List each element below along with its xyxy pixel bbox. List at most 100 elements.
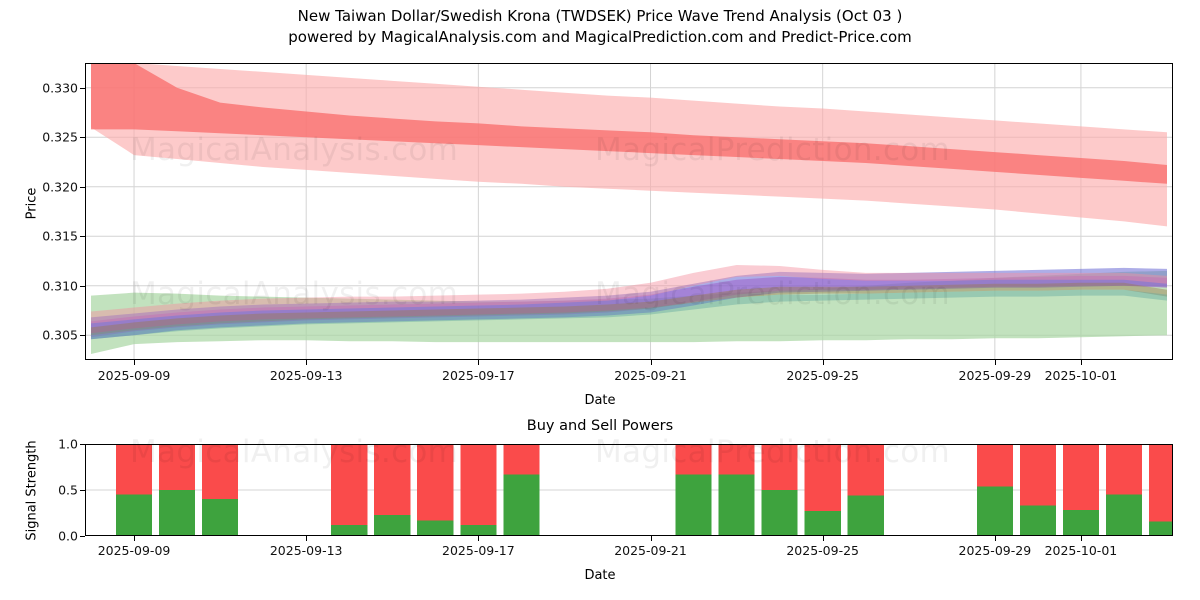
signal-x-tick-label: 2025-09-17 (442, 543, 515, 558)
signal-x-axis-label: Date (584, 568, 616, 583)
signal-bar (159, 445, 196, 535)
signal-x-tick-mark (1080, 536, 1082, 541)
signal-bar-buy (460, 524, 497, 535)
signal-y-tick-label: 1.0 (58, 436, 78, 452)
price-x-tick-label: 2025-10-01 (1044, 368, 1118, 383)
signal-bar-buy (159, 490, 196, 535)
signal-y-tick-mark (80, 490, 85, 491)
signal-x-tick-label: 2025-10-01 (1044, 543, 1118, 558)
watermark-magicalprediction-3: MagicalPrediction.com (595, 434, 951, 470)
signal-bar-sell (503, 445, 540, 475)
signal-bar (1019, 445, 1056, 535)
signal-bar-buy (847, 495, 884, 535)
signal-bar (331, 445, 368, 535)
signal-x-tick-mark (650, 536, 652, 541)
price-y-tick-label: 0.325 (42, 129, 78, 145)
signal-bar-buy (976, 486, 1013, 535)
price-y-tick-mark (80, 87, 85, 89)
watermark-magicalanalysis-3: MagicalAnalysis.com (130, 434, 459, 470)
signal-x-tick-label: 2025-09-21 (614, 543, 687, 558)
signal-bar-buy (417, 520, 454, 535)
price-x-tick-mark (650, 360, 652, 365)
price-x-tick-label: 2025-09-13 (269, 368, 343, 383)
signal-bar-sell (1019, 445, 1056, 506)
price-y-tick-label: 0.320 (42, 179, 78, 195)
price-x-tick-label: 2025-09-29 (958, 368, 1032, 383)
price-y-tick-label: 0.315 (42, 228, 78, 244)
signal-bar-sell (159, 445, 196, 490)
signal-x-tick-mark (478, 536, 480, 541)
signal-x-tick-label: 2025-09-29 (958, 543, 1032, 558)
page-title: New Taiwan Dollar/Swedish Krona (TWDSEK)… (297, 7, 903, 25)
price-band-wave-pink-upper (91, 264, 1167, 324)
price-x-tick-mark (478, 360, 480, 365)
price-x-tick-mark (134, 360, 136, 365)
signal-bar (804, 445, 841, 535)
price-y-tick-label: 0.330 (42, 80, 78, 96)
signal-bar-buy (804, 511, 841, 535)
price-y-tick-mark (80, 236, 85, 238)
signal-x-tick-mark (994, 536, 996, 541)
signal-bar-sell (675, 445, 712, 475)
watermark-magicalanalysis-1: MagicalAnalysis.com (130, 132, 459, 168)
signal-bar-buy (503, 474, 540, 535)
signal-y-tick-mark (80, 444, 85, 445)
signal-bar-buy (115, 494, 153, 535)
signal-x-tick-mark (306, 536, 308, 541)
signal-bar (761, 445, 798, 535)
price-band-wave-brown (91, 282, 1167, 336)
signal-bar-sell (417, 445, 454, 521)
price-x-tick-label: 2025-09-17 (442, 368, 515, 383)
signal-bar-buy (374, 514, 411, 535)
price-y-axis-label: Price (24, 187, 40, 220)
signal-bar (503, 445, 540, 535)
price-x-tick-label: 2025-09-21 (614, 368, 687, 383)
signal-bar (417, 445, 454, 535)
price-x-tick-label: 2025-09-09 (97, 368, 171, 383)
signal-bar-sell (847, 445, 884, 496)
signal-bar-sell (761, 445, 798, 490)
price-y-tick-mark (80, 186, 85, 188)
signal-bar-sell (460, 445, 497, 525)
signal-bar (460, 445, 497, 535)
signal-bar-buy (1105, 494, 1143, 535)
signal-chart-plot-area (85, 444, 1173, 536)
signal-y-tick-label: 0.5 (58, 482, 78, 498)
signal-bar (374, 445, 411, 535)
signal-bar-buy (1148, 521, 1172, 535)
price-x-tick-mark (994, 360, 996, 365)
signal-bar-buy (202, 499, 239, 535)
price-band-wave-purple (91, 275, 1167, 338)
price-band-upper-resistance-inner (91, 64, 1167, 184)
signal-bar (675, 445, 712, 535)
signal-bar (847, 445, 884, 535)
price-x-axis-label: Date (584, 393, 616, 408)
signal-bar (718, 445, 755, 535)
signal-x-tick-label: 2025-09-25 (786, 543, 859, 558)
signal-bar (1148, 445, 1172, 535)
chart-title-block: New Taiwan Dollar/Swedish Krona (TWDSEK)… (0, 6, 1200, 48)
signal-bar-sell (1062, 445, 1099, 511)
signal-bar (1105, 445, 1143, 535)
watermark-magicalanalysis-2: MagicalAnalysis.com (130, 276, 459, 312)
price-y-tick-mark (80, 137, 85, 139)
signal-bar-sell (1148, 445, 1172, 522)
signal-y-tick-mark (80, 536, 85, 537)
signal-y-tick-label: 0.0 (58, 528, 78, 544)
signal-y-axis-label: Signal Strength (24, 440, 40, 541)
price-y-tick-mark (80, 285, 85, 287)
signal-bar-buy (675, 474, 712, 535)
signal-bar-sell (202, 445, 239, 500)
signal-bar (976, 445, 1013, 535)
signal-bar-buy (718, 474, 755, 535)
signal-x-tick-mark (134, 536, 136, 541)
price-y-tick-label: 0.305 (42, 327, 78, 343)
price-x-tick-mark (306, 360, 308, 365)
signal-bar (1062, 445, 1099, 535)
price-y-tick-mark (80, 335, 85, 337)
watermark-magicalprediction-2: MagicalPrediction.com (595, 276, 951, 312)
price-y-tick-label: 0.310 (42, 278, 78, 294)
price-x-tick-mark (822, 360, 824, 365)
price-x-tick-label: 2025-09-25 (786, 368, 859, 383)
